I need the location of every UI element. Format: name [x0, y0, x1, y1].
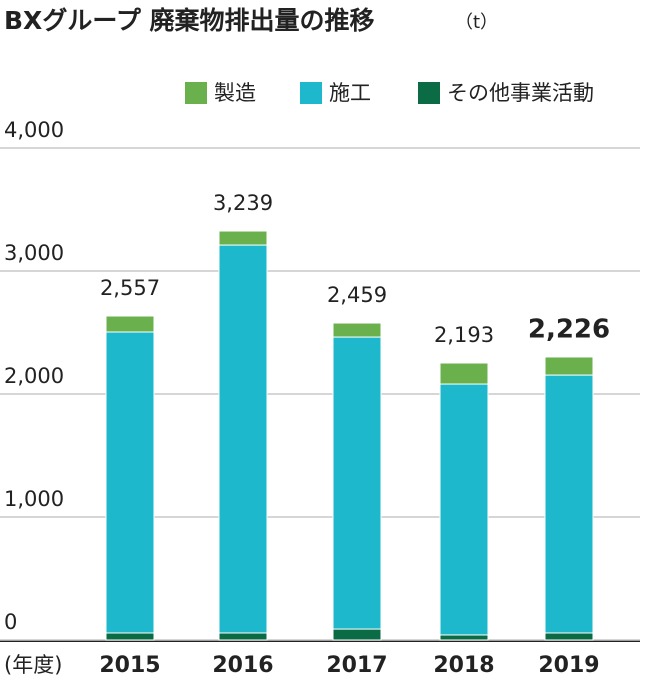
unit: （t） — [455, 12, 498, 33]
bar-segment — [105, 331, 155, 634]
bar-segment — [439, 634, 489, 641]
bar-segment — [332, 322, 382, 338]
x-tick-label: 2015 — [99, 653, 160, 678]
bar-segment — [544, 632, 594, 641]
y-tick-label: 4,000 — [4, 118, 64, 142]
bar-segment — [544, 356, 594, 376]
y-tick-label: 0 — [4, 610, 17, 634]
x-tick-label: 2018 — [433, 653, 494, 678]
x-tick-label: 2017 — [326, 653, 387, 678]
x-tick-label: 2016 — [212, 653, 273, 678]
total-label: 2,226 — [528, 314, 610, 344]
total-label: 2,557 — [100, 276, 160, 300]
total-label: 2,193 — [434, 323, 494, 347]
bar-segment — [218, 632, 268, 641]
x-axis-label: (年度) — [4, 653, 62, 677]
bar-segment — [332, 336, 382, 630]
total-label: 3,239 — [213, 191, 273, 215]
legend-label: 製造 — [214, 81, 256, 105]
y-tick-label: 2,000 — [4, 364, 64, 388]
bar-segment — [218, 230, 268, 246]
bar-segment — [332, 628, 382, 641]
legend-swatch — [418, 82, 440, 104]
legend-swatch — [185, 82, 207, 104]
y-tick-label: 1,000 — [4, 487, 64, 511]
legend-label: 施工 — [329, 81, 371, 105]
bar-segment — [105, 315, 155, 333]
bar-segment — [105, 632, 155, 641]
legend-label: その他事業活動 — [447, 81, 594, 105]
bar-segment — [439, 362, 489, 385]
legend-swatch — [300, 82, 322, 104]
y-tick-label: 3,000 — [4, 241, 64, 265]
x-tick-label: 2019 — [538, 653, 599, 678]
total-label: 2,459 — [327, 283, 387, 307]
chart-title: BXグループ 廃棄物排出量の推移 — [4, 6, 375, 35]
bar-segment — [544, 374, 594, 634]
bar-segment — [439, 383, 489, 636]
bar-segment — [218, 244, 268, 634]
